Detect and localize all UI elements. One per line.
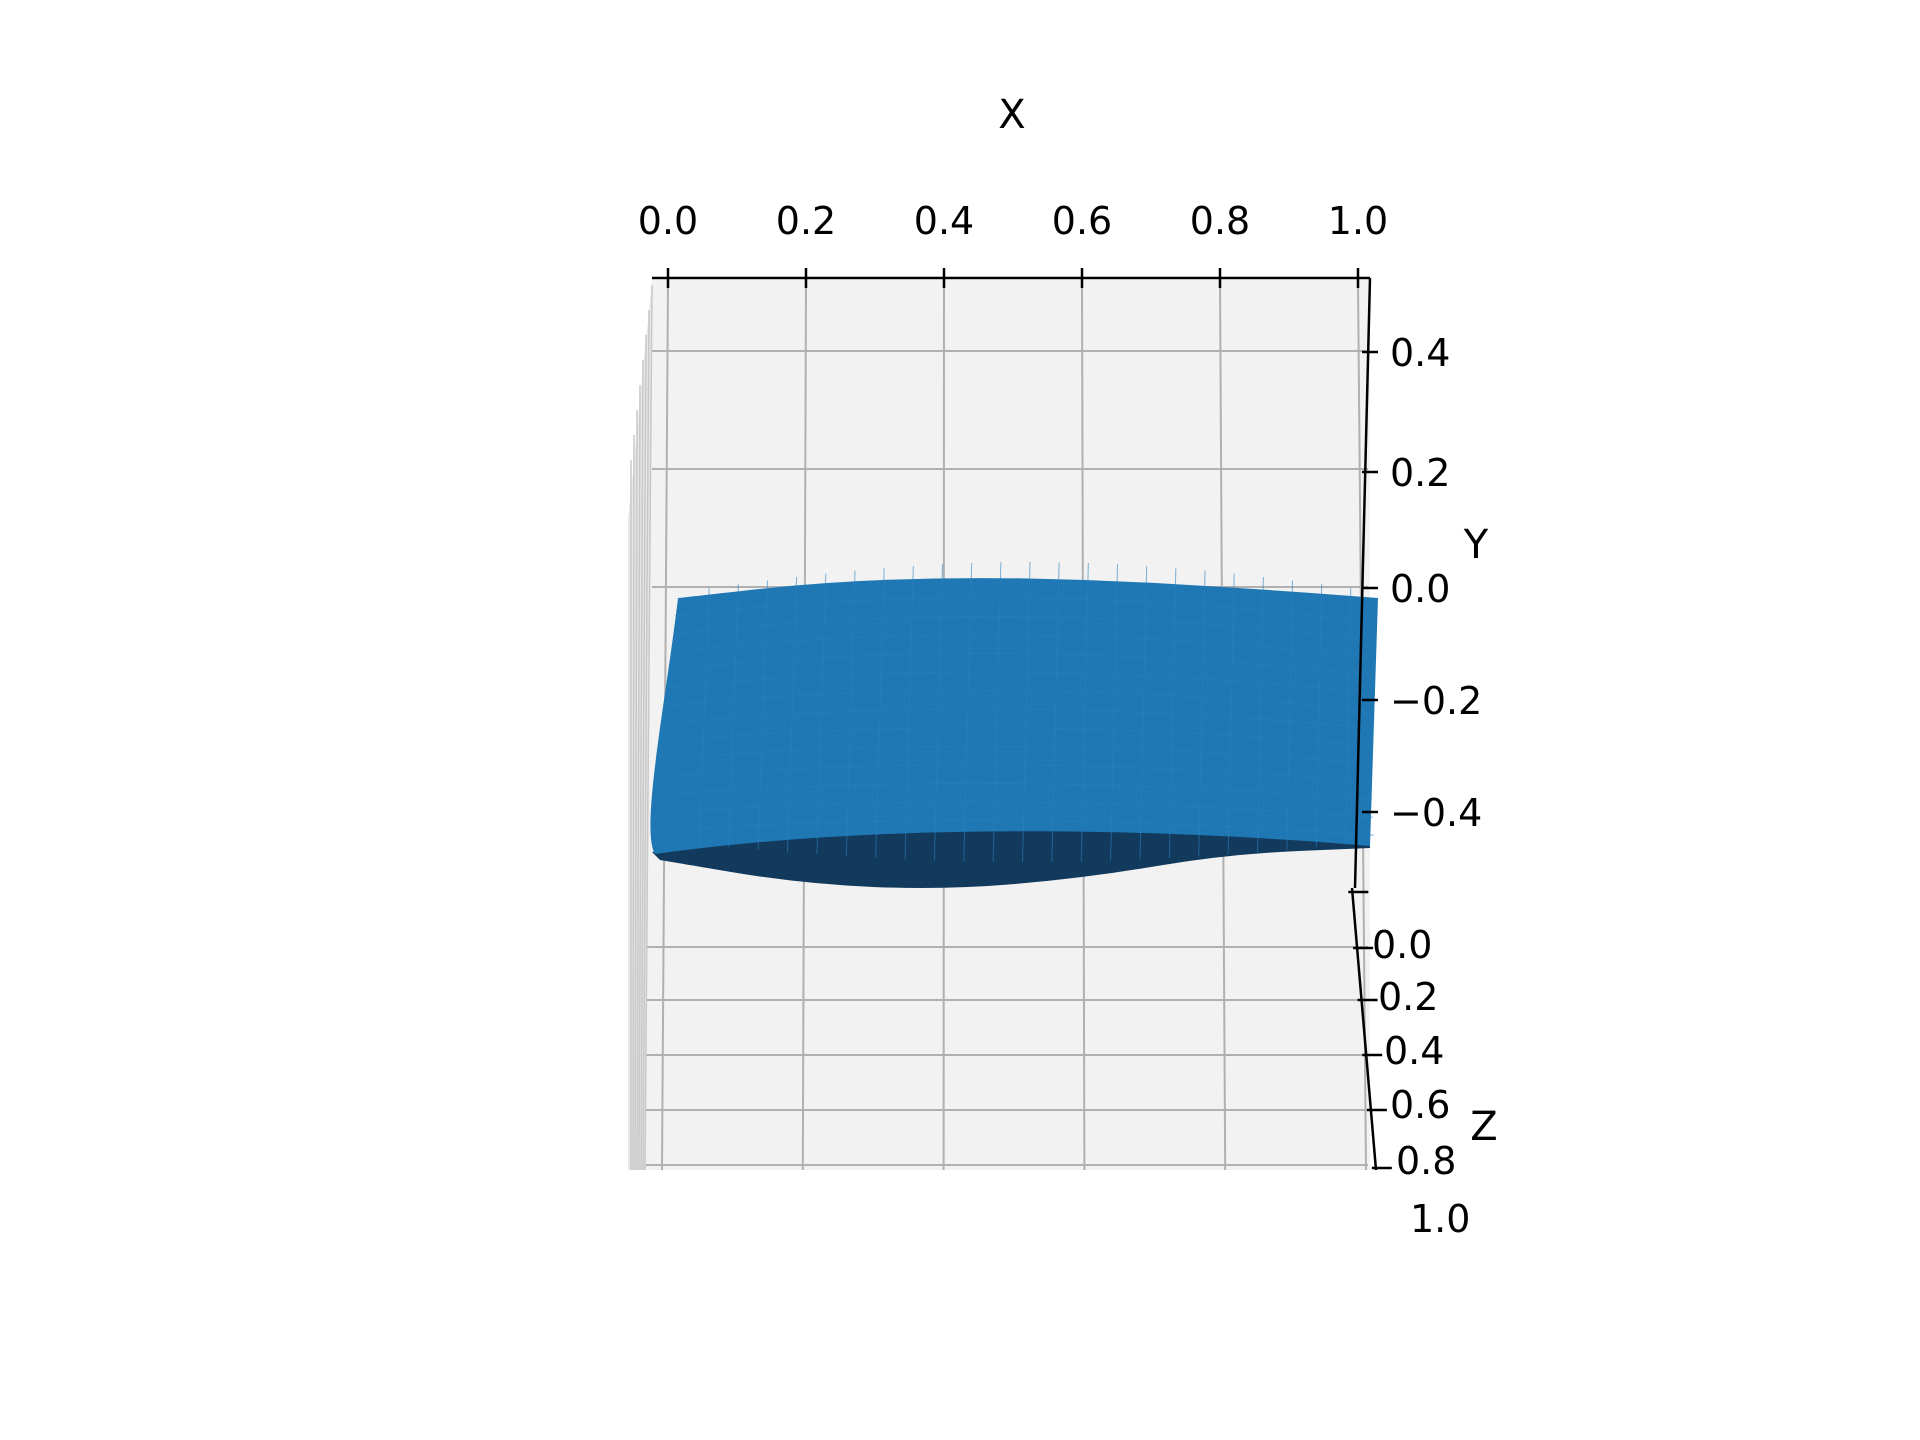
surface-mesh-line bbox=[667, 727, 1369, 747]
x-tick-label: 0.0 bbox=[638, 199, 698, 243]
z-axis-label: Z bbox=[1470, 1104, 1497, 1150]
x-tick-label: 0.4 bbox=[914, 199, 974, 243]
surface-mesh-line bbox=[666, 745, 1370, 765]
surface-mesh-line bbox=[665, 764, 1371, 783]
surface-mesh-line bbox=[933, 564, 943, 861]
surface-mesh-line bbox=[674, 597, 1362, 622]
surface-mesh-line bbox=[875, 568, 885, 858]
z-tick-label: 0.0 bbox=[1372, 923, 1432, 967]
surface-mesh-line bbox=[663, 801, 1373, 818]
surface-underside bbox=[652, 823, 1370, 888]
z-tick-label: 0.4 bbox=[1384, 1029, 1444, 1073]
x-tick-label: 1.0 bbox=[1328, 199, 1388, 243]
surface-mesh-line bbox=[845, 570, 856, 857]
side-pane-line bbox=[638, 359, 644, 1171]
surface-mesh-line bbox=[992, 562, 1002, 862]
surface-mesh-line bbox=[669, 690, 1367, 711]
surface-mesh-line bbox=[1227, 573, 1235, 855]
y-tick-label: −0.4 bbox=[1390, 791, 1482, 835]
side-pane-line bbox=[642, 309, 650, 1171]
y-axis-label: Y bbox=[1463, 522, 1489, 568]
side-pane-line bbox=[636, 384, 641, 1171]
z-tick-label: 1.0 bbox=[1410, 1197, 1470, 1241]
surface-mesh-line bbox=[1080, 563, 1089, 862]
surface-mesh-line bbox=[1168, 568, 1177, 858]
y-tick-label: 0.0 bbox=[1390, 567, 1450, 611]
x-tick-label: 0.8 bbox=[1190, 199, 1250, 243]
surface-mesh-line bbox=[673, 615, 1363, 640]
surface-mesh-line bbox=[671, 652, 1365, 675]
z-tick-label: 0.2 bbox=[1378, 975, 1438, 1019]
z-axis-line bbox=[1350, 887, 1378, 1171]
side-pane-line bbox=[632, 434, 635, 1171]
surface-mesh-line bbox=[1286, 580, 1293, 850]
surface-mesh-line bbox=[963, 563, 973, 862]
x-tick-label: 0.6 bbox=[1052, 199, 1112, 243]
axis-labels: 0.0 0.2 0.4 0.6 0.8 1.0 0.4 0.2 0.0 −0.2 −0.4 0.0 0.… bbox=[638, 92, 1498, 1241]
x-tick-label: 0.2 bbox=[776, 199, 836, 243]
surface-mesh-line bbox=[664, 782, 1372, 800]
y-tick-label: −0.2 bbox=[1390, 679, 1482, 723]
y-tick-label: 0.2 bbox=[1390, 451, 1450, 495]
surface-mesh-line bbox=[1110, 564, 1118, 861]
z-tick-label: 0.6 bbox=[1390, 1083, 1450, 1127]
surface-mesh-line bbox=[1022, 561, 1031, 863]
surface-mesh-line bbox=[1257, 576, 1264, 853]
surface-mesh-line bbox=[698, 588, 710, 845]
z-tick-label: 0.8 bbox=[1396, 1139, 1456, 1183]
surface-mesh-line bbox=[1198, 570, 1206, 857]
surface-mesh-line bbox=[670, 671, 1366, 693]
surface-mesh-line bbox=[904, 566, 914, 860]
surface-mesh-line bbox=[668, 708, 1368, 729]
side-pane-line bbox=[634, 409, 638, 1171]
surface-mesh-line bbox=[672, 634, 1364, 658]
x-axis-label: X bbox=[998, 92, 1025, 138]
axes bbox=[652, 268, 1392, 1171]
surface-mesh-line bbox=[728, 584, 739, 848]
surface bbox=[650, 561, 1378, 888]
surface-mesh-line bbox=[1315, 584, 1323, 848]
y-tick-label: 0.4 bbox=[1390, 331, 1450, 375]
surface-sheet bbox=[650, 578, 1378, 854]
surface-mesh-line bbox=[662, 820, 1374, 836]
y-axis-line bbox=[1353, 277, 1372, 889]
surface-mesh-line bbox=[757, 580, 768, 850]
surface-mesh-line bbox=[1345, 588, 1352, 845]
side-pane-line bbox=[644, 284, 653, 1171]
surface-mesh-line bbox=[1051, 562, 1060, 862]
grid-lines bbox=[630, 279, 1368, 1171]
side-pane-line bbox=[640, 334, 647, 1171]
